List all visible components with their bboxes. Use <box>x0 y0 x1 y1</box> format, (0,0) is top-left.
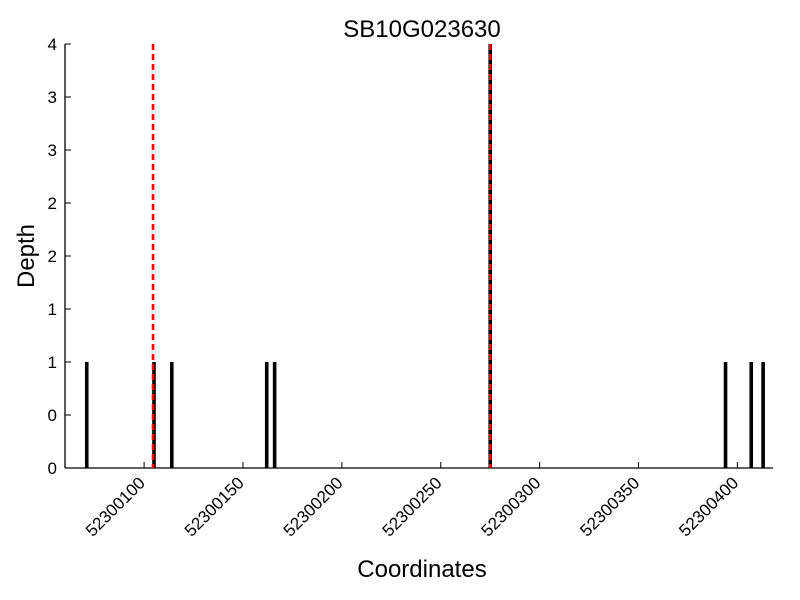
x-tick-label: 52300350 <box>576 473 643 540</box>
x-tick-label: 52300200 <box>280 473 347 540</box>
y-tick-label: 4 <box>48 35 57 54</box>
y-tick-label: 2 <box>48 247 57 266</box>
y-tick-label: 1 <box>48 300 57 319</box>
y-tick-label: 3 <box>48 88 57 107</box>
plot-area: 0 0 1 1 2 2 3 3 4 52300100 52300150 52300200 5230025… <box>48 35 773 540</box>
x-tick-label: 52300150 <box>181 473 248 540</box>
depth-bar <box>749 362 754 468</box>
y-tick-label: 1 <box>48 353 57 372</box>
depth-bar <box>272 362 277 468</box>
y-tick-label: 2 <box>48 194 57 213</box>
y-tick-label: 0 <box>48 406 57 425</box>
y-axis-label: Depth <box>13 224 40 288</box>
x-tick-label: 52300100 <box>82 473 149 540</box>
depth-bar <box>84 362 89 468</box>
depth-bar <box>169 362 174 468</box>
x-tick-label: 52300250 <box>379 473 446 540</box>
chart-title: SB10G023630 <box>343 16 500 43</box>
depth-bar <box>264 362 269 468</box>
depth-bar <box>761 362 765 468</box>
x-axis-label: Coordinates <box>357 556 486 583</box>
y-tick-label: 0 <box>48 459 57 478</box>
depth-bar <box>723 362 728 468</box>
x-tick-label: 52300400 <box>675 473 742 540</box>
x-tick-label: 52300300 <box>478 473 545 540</box>
y-tick-label: 3 <box>48 141 57 160</box>
